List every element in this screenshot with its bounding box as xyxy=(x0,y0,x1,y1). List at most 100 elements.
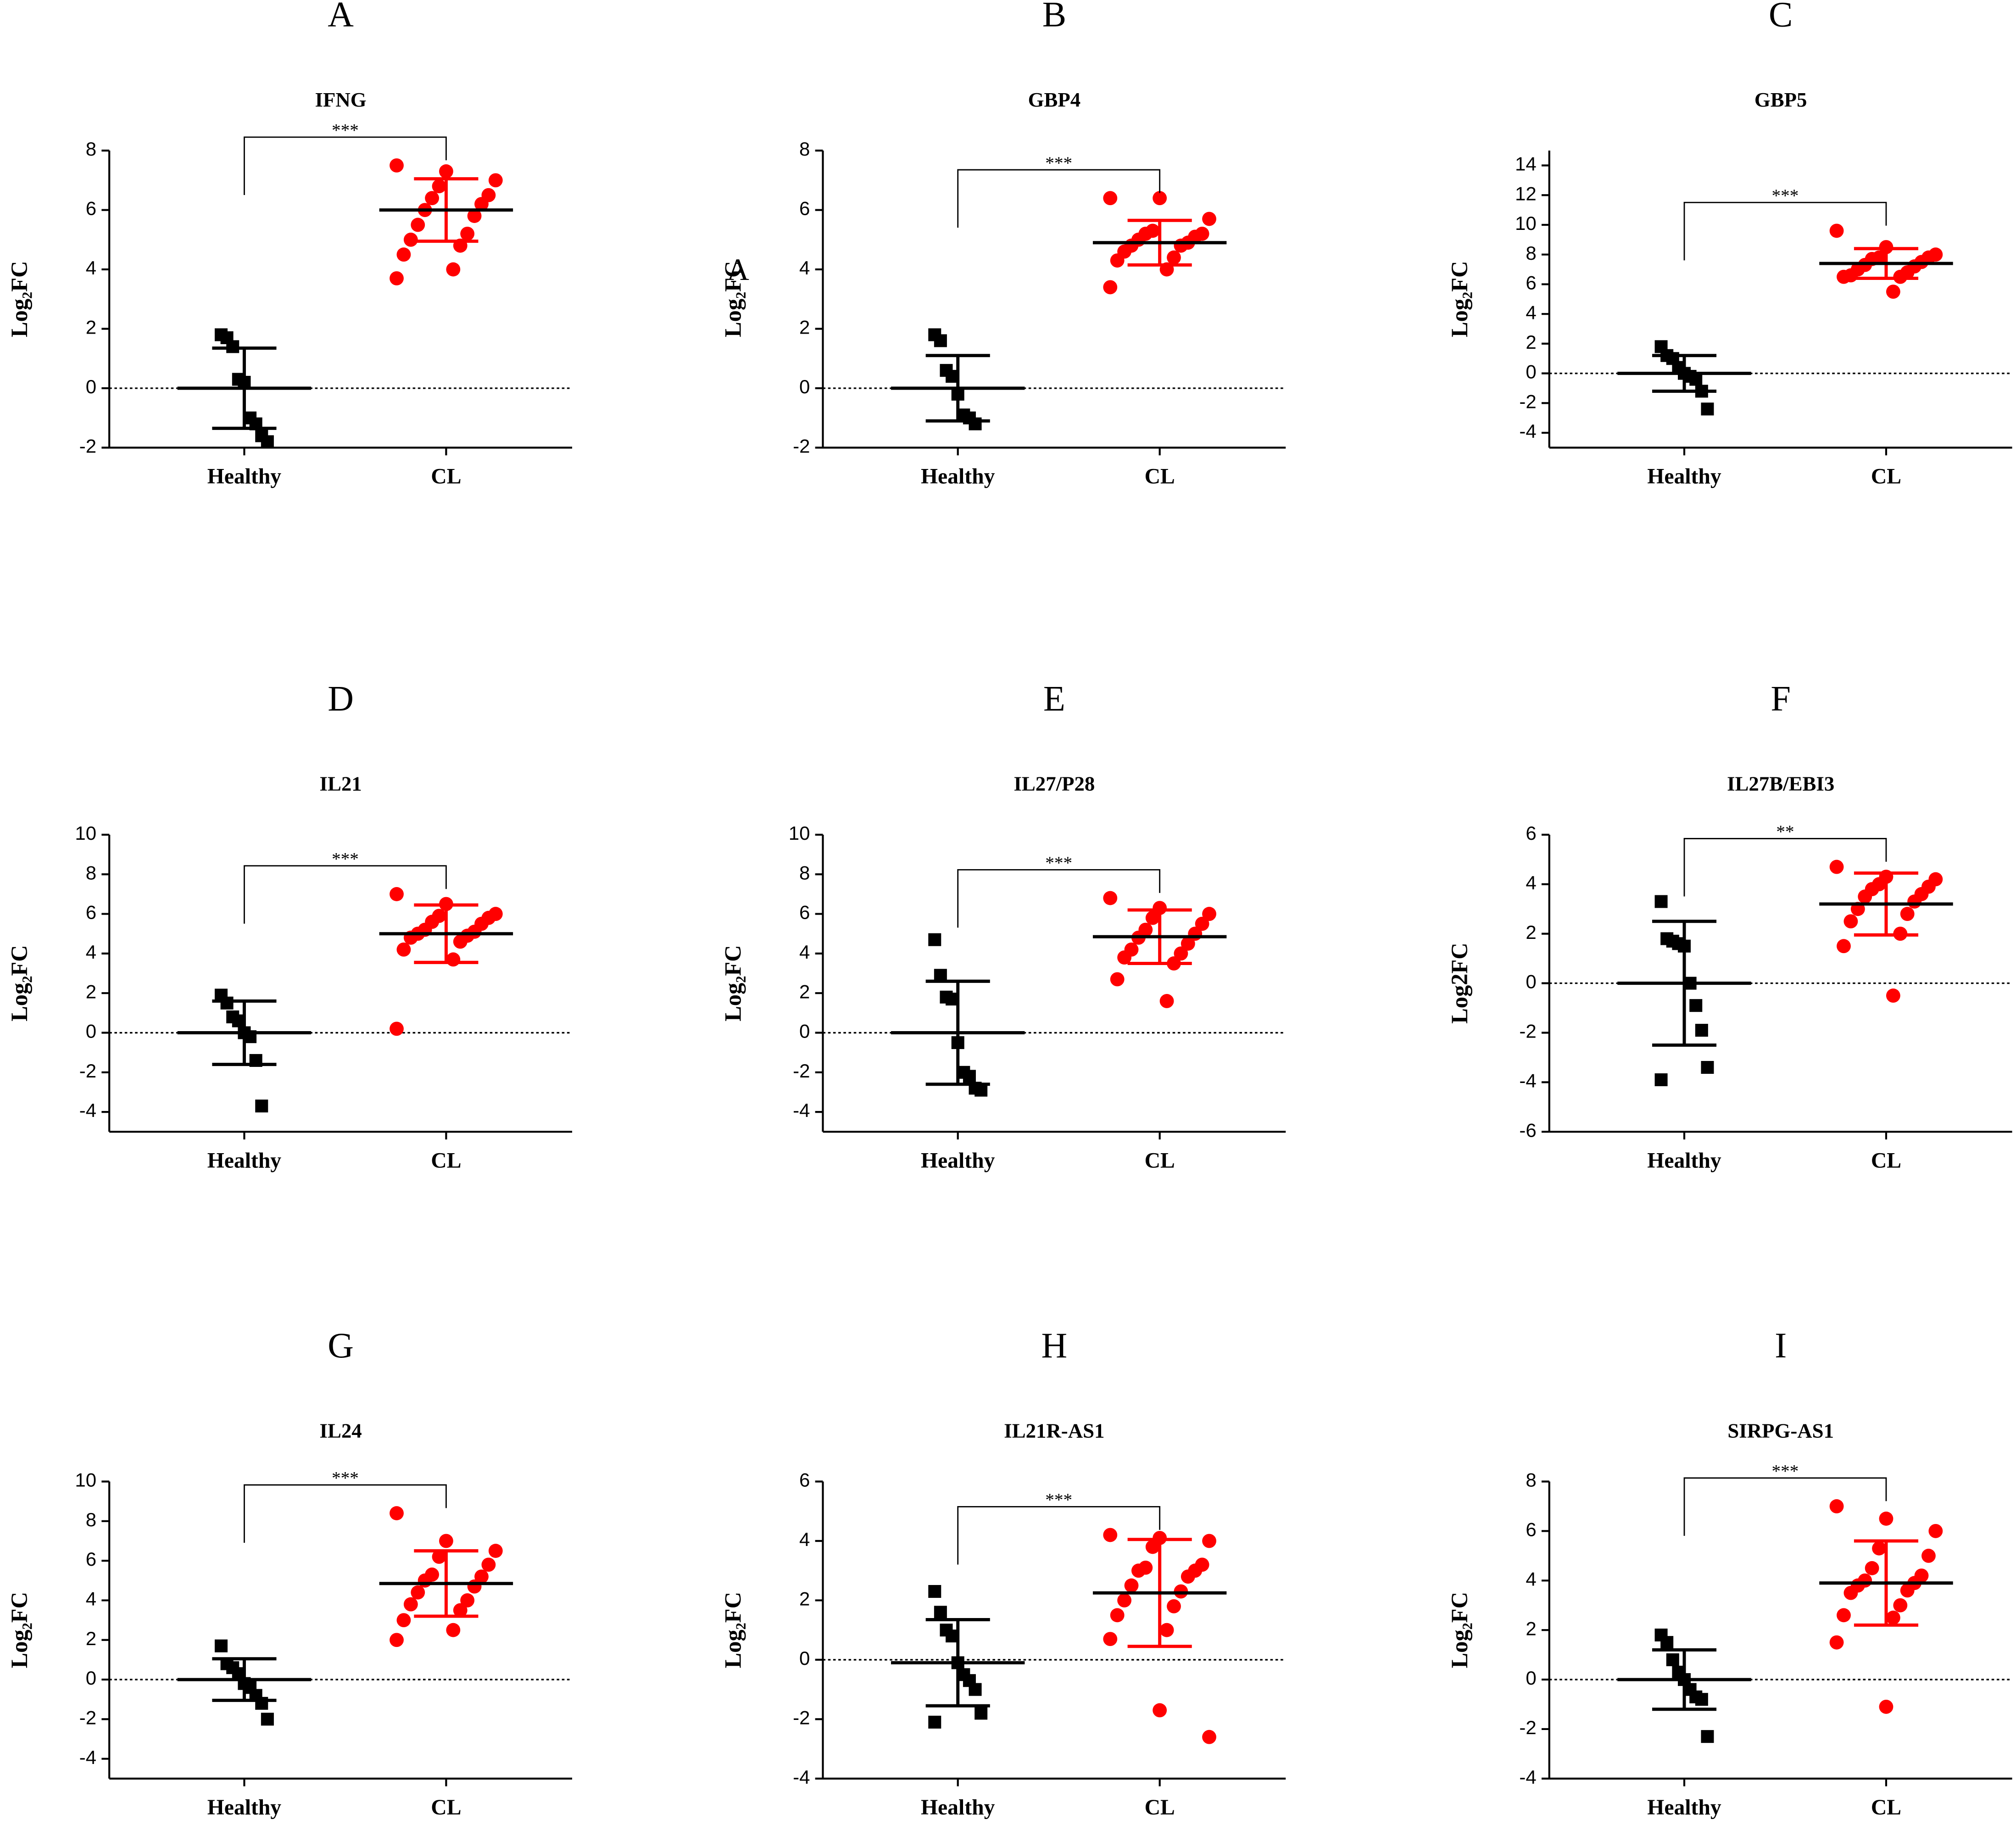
data-point xyxy=(261,1713,274,1726)
data-point xyxy=(403,232,418,247)
y-tick-label: -2 xyxy=(1519,391,1536,412)
data-point xyxy=(1843,1585,1858,1600)
data-point xyxy=(1695,1693,1708,1706)
data-point xyxy=(1153,191,1167,206)
y-tick-label: 2 xyxy=(86,317,96,338)
y-axis-label: Log₂FC xyxy=(720,1592,746,1668)
panel-letter: H xyxy=(1041,1325,1068,1365)
data-point xyxy=(1124,1578,1139,1593)
data-point xyxy=(474,197,489,212)
data-point xyxy=(425,191,439,206)
data-point xyxy=(396,1613,411,1628)
data-point xyxy=(969,1683,982,1696)
y-tick-label: 10 xyxy=(1515,212,1537,234)
panel-letter: D xyxy=(328,678,354,718)
panel-title: IFNG xyxy=(315,88,367,111)
data-point xyxy=(220,996,234,1010)
significance-bracket xyxy=(957,169,1161,228)
data-point xyxy=(1145,910,1160,925)
y-axis-label: Log2FC xyxy=(1447,943,1472,1024)
data-point xyxy=(439,1534,453,1548)
data-point xyxy=(446,262,461,277)
data-point xyxy=(390,1021,404,1036)
data-point xyxy=(453,934,468,949)
data-point xyxy=(975,1083,988,1097)
data-point xyxy=(403,1597,418,1612)
data-point xyxy=(418,1573,432,1588)
y-tick-label: 14 xyxy=(1515,153,1537,175)
data-point xyxy=(1117,950,1132,965)
y-tick-label: 4 xyxy=(799,941,810,963)
y-tick-label: 2 xyxy=(799,1588,810,1610)
significance-bracket xyxy=(244,136,447,195)
y-tick-label: 8 xyxy=(1526,242,1536,264)
data-point xyxy=(467,209,482,223)
significance-bracket xyxy=(1683,201,1887,261)
data-point xyxy=(488,1544,503,1558)
x-tick-label: CL xyxy=(1871,1796,1901,1819)
y-tick-label: 6 xyxy=(1526,272,1536,294)
data-point xyxy=(1110,972,1125,987)
data-point xyxy=(1689,999,1703,1012)
significance-label: *** xyxy=(332,121,359,140)
x-tick-label: Healthy xyxy=(1647,1149,1721,1172)
data-point xyxy=(446,952,461,967)
significance-bracket xyxy=(244,1484,447,1543)
data-point xyxy=(390,271,404,285)
data-point xyxy=(261,435,274,448)
data-point xyxy=(1666,1653,1679,1666)
y-axis-label: Log₂FC xyxy=(720,261,746,337)
data-point xyxy=(1893,1598,1908,1613)
significance-label: *** xyxy=(332,1468,359,1488)
y-axis-label: Log₂FC xyxy=(1447,261,1472,337)
y-axis-label: Log₂FC xyxy=(6,945,32,1021)
x-tick-label: Healthy xyxy=(1647,465,1721,489)
x-tick-label: CL xyxy=(1145,1149,1175,1172)
data-point xyxy=(1879,1699,1893,1714)
y-tick-label: 0 xyxy=(799,376,810,397)
data-point xyxy=(467,1579,482,1594)
data-point xyxy=(1701,1730,1714,1743)
panel-title: GBP5 xyxy=(1754,88,1807,111)
panel-title: SIRPG-AS1 xyxy=(1727,1419,1834,1442)
data-point xyxy=(488,173,503,188)
data-point xyxy=(1837,939,1851,954)
data-point xyxy=(1202,1730,1216,1744)
data-point xyxy=(1159,1623,1174,1637)
y-tick-label: 4 xyxy=(1526,1568,1536,1590)
significance-bracket xyxy=(957,1506,1161,1565)
significance-label: *** xyxy=(1045,153,1072,173)
data-point xyxy=(432,179,446,194)
data-point xyxy=(460,1593,475,1607)
y-tick-label: 4 xyxy=(1526,872,1536,893)
y-tick-label: -4 xyxy=(1519,1070,1536,1092)
significance-label: ** xyxy=(1776,822,1794,842)
data-point xyxy=(1153,1703,1167,1718)
x-tick-label: CL xyxy=(431,1149,461,1172)
panel-letter: I xyxy=(1775,1325,1787,1365)
data-point xyxy=(390,887,404,901)
x-tick-label: Healthy xyxy=(207,465,282,489)
data-point xyxy=(1103,191,1118,206)
x-tick-label: CL xyxy=(1145,1796,1175,1819)
y-tick-label: 2 xyxy=(86,981,96,1002)
y-tick-label: -4 xyxy=(1519,420,1536,442)
y-tick-label: 4 xyxy=(86,257,96,279)
data-point xyxy=(934,969,947,982)
y-tick-label: 0 xyxy=(799,1647,810,1669)
x-tick-label: Healthy xyxy=(207,1149,282,1172)
y-tick-label: -2 xyxy=(79,435,96,457)
y-tick-label: 6 xyxy=(1526,822,1536,844)
data-point xyxy=(1907,894,1922,909)
y-tick-label: -6 xyxy=(1519,1119,1536,1141)
data-point xyxy=(975,1707,988,1720)
significance-label: *** xyxy=(1772,1462,1799,1481)
y-tick-label: -4 xyxy=(79,1747,96,1768)
data-point xyxy=(1900,907,1915,921)
data-point xyxy=(255,1099,268,1113)
data-point xyxy=(1145,1540,1160,1554)
y-tick-label: -4 xyxy=(793,1766,810,1788)
data-point xyxy=(1837,1608,1851,1623)
annotation: A xyxy=(727,252,749,287)
significance-bracket xyxy=(1683,838,1887,897)
